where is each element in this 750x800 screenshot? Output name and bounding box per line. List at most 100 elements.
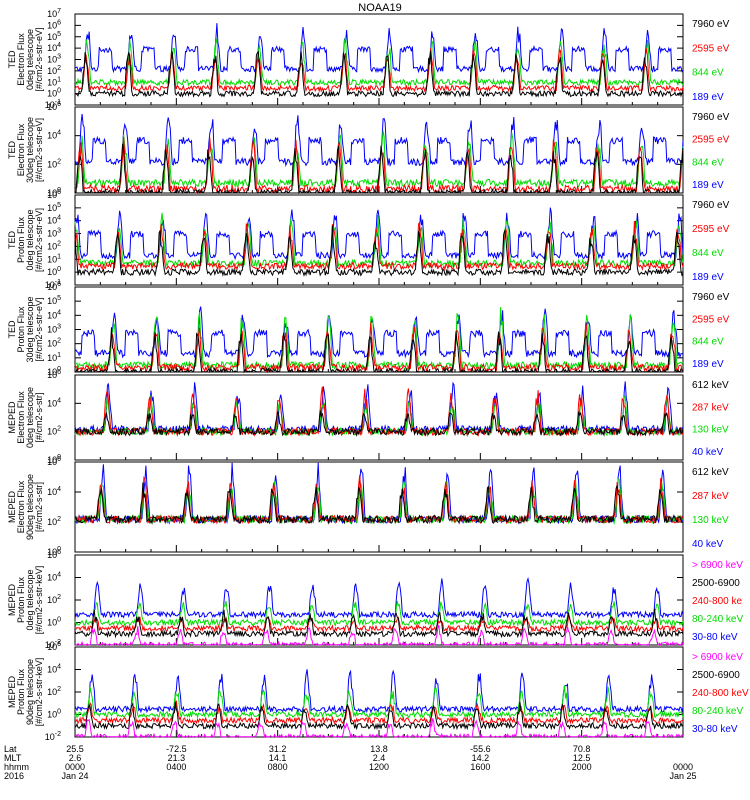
y-tick-label: 104 [47, 215, 61, 226]
y-tick-label: 102 [47, 338, 61, 349]
legend-label: 287 keV [692, 491, 729, 502]
y-tick-label: 102 [47, 426, 61, 437]
legend-label: 130 keV [692, 515, 729, 526]
series--6900-kev [75, 624, 684, 647]
y-tick-label: 100 [47, 266, 61, 277]
y-tick-label: 102 [47, 240, 61, 251]
series-287-kev [74, 386, 684, 438]
series-189-ev [74, 306, 684, 359]
legend-label: 7960 eV [692, 112, 730, 123]
y-tick-label: 103 [47, 324, 61, 335]
y-axis-label: TEDElectron Flux30deg telescope[#/cm2-s-… [7, 117, 44, 183]
time-axis-value: 13.8 [370, 744, 388, 754]
y-tick-label: 107 [47, 8, 61, 19]
time-axis-value: -55.6 [470, 744, 491, 754]
series-189-ev [74, 207, 684, 261]
time-axis-value: 0000 [673, 762, 693, 772]
series-844-ev [75, 307, 684, 371]
series--6900-kev [74, 718, 684, 739]
series-2500-6900 [74, 701, 684, 731]
legend-label: 2595 eV [692, 224, 730, 235]
y-axis-label: TEDElectron Flux0deg telescope[#/cm2-s-s… [7, 27, 44, 91]
series-287-kev [74, 474, 684, 525]
legend-label: 844 eV [692, 68, 724, 79]
time-axis-value: 1200 [369, 762, 389, 772]
y-tick-label: 104 [47, 309, 61, 320]
y-tick-label: 104 [47, 130, 61, 141]
y-tick-label: 102 [47, 686, 61, 697]
y-tick-label: 106 [47, 456, 61, 467]
y-tick-label: 100 [47, 88, 61, 99]
y-tick-label: 105 [47, 295, 61, 306]
panel-frame [74, 374, 684, 461]
series-40-kev [74, 462, 684, 525]
time-axis-value: Jan 25 [669, 771, 696, 781]
y-tick-label: 102 [47, 65, 61, 76]
time-axis-row-label: hhmm [4, 762, 29, 772]
time-axis-row-label: MLT [4, 753, 22, 763]
time-axis-value: 25.5 [66, 744, 84, 754]
figure-title: NOAA19 [358, 2, 401, 14]
legend-label: 30-80 keV [692, 724, 738, 735]
legend-label: 130 keV [692, 425, 729, 436]
y-tick-label: 101 [47, 253, 61, 264]
series-30-80-kev [74, 669, 684, 714]
y-tick-label: 101 [47, 76, 61, 87]
legend-label: > 6900 keV [692, 560, 743, 571]
y-tick-label: 10-2 [45, 731, 61, 742]
series-2595-ev [74, 220, 684, 271]
legend-label: 7960 eV [692, 200, 730, 211]
y-tick-label: 102 [47, 158, 61, 169]
y-tick-label: 104 [47, 572, 61, 583]
y-tick-label: 106 [47, 641, 61, 652]
legend-label: 189 eV [692, 92, 724, 103]
panel-frame [74, 286, 684, 373]
legend-label: 189 eV [692, 272, 724, 283]
y-axis-label: MEPEDElectron Flux0deg telescope[#/cm2-s… [7, 387, 44, 448]
y-tick-label: 106 [47, 549, 61, 560]
legend-label: 30-80 keV [692, 632, 738, 643]
series-80-240-kev [74, 600, 684, 628]
time-axis-value: 0000 [65, 762, 85, 772]
time-axis-row-label: Lat [4, 744, 17, 754]
series-844-ev [74, 212, 684, 269]
series-612-kev [74, 410, 684, 437]
legend-label: 2595 eV [692, 314, 730, 325]
legend-label: 2500-6900 [692, 578, 740, 589]
y-tick-label: 106 [47, 19, 61, 30]
legend-label: 2595 eV [692, 135, 730, 146]
y-tick-label: 100 [47, 617, 61, 628]
time-axis-value: 31.2 [269, 744, 287, 754]
y-tick-label: 106 [47, 189, 61, 200]
panels: 10-1100101102103104105106107TEDElectron … [7, 8, 749, 742]
legend-label: 240-800 ke [692, 596, 742, 607]
legend-label: > 6900 keV [692, 652, 743, 663]
series-30-80-kev [74, 576, 684, 620]
y-tick-label: 106 [47, 369, 61, 380]
legend-label: 612 keV [692, 467, 729, 478]
y-tick-label: 100 [47, 187, 61, 198]
legend-label: 844 eV [692, 157, 724, 168]
legend-label: 844 eV [692, 337, 724, 348]
series-612-kev [74, 482, 684, 525]
legend-label: 612 keV [692, 380, 729, 391]
legend-label: 80-240 keV [692, 614, 743, 625]
series-240-800-ke [74, 614, 684, 634]
time-axis-value: 2000 [572, 762, 592, 772]
legend-label: 287 keV [692, 402, 729, 413]
y-axis-label: MEPEDProton Flux0deg telescope[#/cm2-s-s… [7, 566, 44, 635]
legend-label: 40 keV [692, 447, 723, 458]
time-axis-value: 2.6 [69, 753, 82, 763]
y-tick-label: 104 [47, 42, 61, 53]
panel-frame [74, 461, 684, 553]
y-tick-label: 104 [47, 397, 61, 408]
series-189-ev [74, 23, 684, 74]
y-tick-label: 10-1 [45, 99, 61, 110]
